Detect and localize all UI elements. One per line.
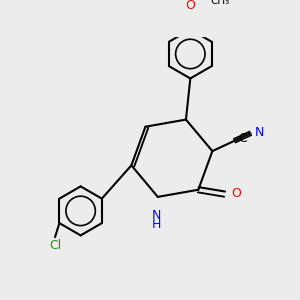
Text: H: H <box>152 218 161 231</box>
Text: CH₃: CH₃ <box>210 0 230 6</box>
Text: N: N <box>255 126 264 139</box>
Text: O: O <box>232 187 242 200</box>
Text: N: N <box>152 209 161 222</box>
Text: O: O <box>185 0 195 12</box>
Text: C: C <box>238 133 247 146</box>
Text: Cl: Cl <box>49 239 61 252</box>
